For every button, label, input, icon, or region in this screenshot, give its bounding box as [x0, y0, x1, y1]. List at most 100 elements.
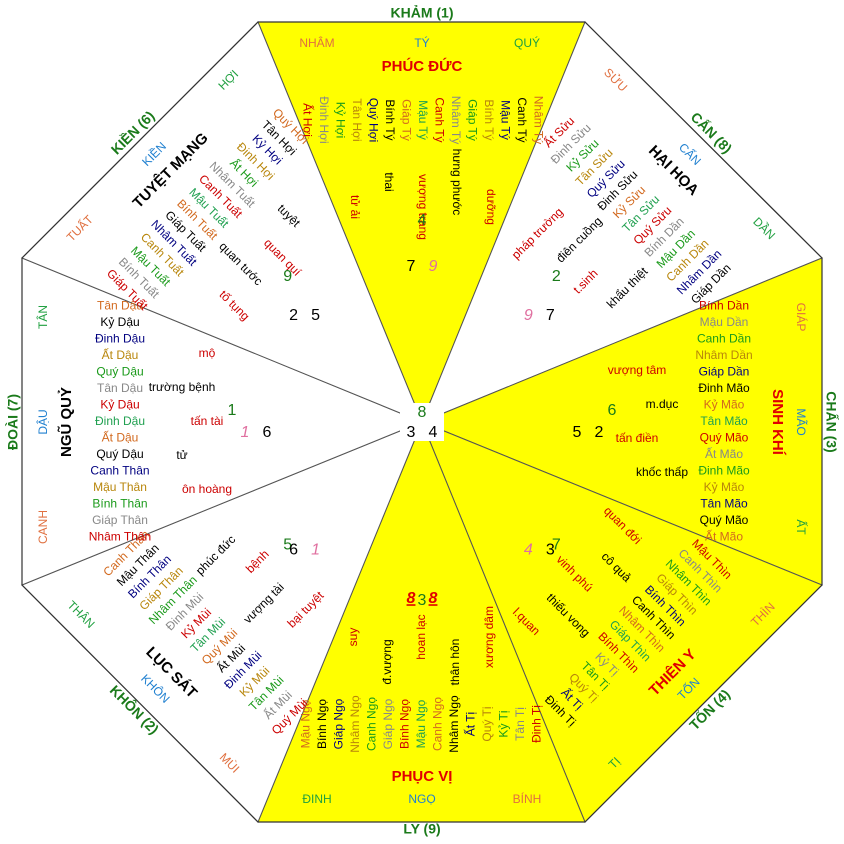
ganzhi: Bính Ngọ — [398, 699, 412, 749]
stage-word: vượng trang — [416, 174, 430, 240]
ganzhi: Nhâm Tý — [531, 96, 545, 144]
ganzhi: Canh Ngọ — [431, 697, 445, 751]
stage-word: m.dục — [646, 397, 679, 411]
octagon-outline — [21, 21, 823, 823]
ganzhi: Kỷ Dậu — [100, 315, 139, 329]
mountain-label: TÝ — [414, 35, 429, 50]
ganzhi: Quý Mão — [700, 513, 749, 527]
flying-star-number: 7 — [407, 258, 416, 275]
direction-label: CHẤN (3) — [823, 391, 839, 452]
flying-star-number: 6 — [289, 542, 298, 559]
ganzhi: Ất Hợi — [300, 103, 315, 137]
ganzhi: Kỷ Mão — [704, 398, 745, 412]
ganzhi: Nhâm Dần — [695, 348, 752, 362]
flying-star-number: 2 — [595, 424, 604, 441]
mountain-label: NHÂM — [299, 35, 334, 50]
ganzhi: Đinh Dậu — [95, 332, 145, 346]
ganzhi: Đinh Tị — [530, 705, 544, 743]
mountain-label: BÍNH — [513, 791, 542, 806]
mountain-label: ĐINH — [302, 792, 331, 806]
ganzhi: Kỷ Mão — [704, 480, 745, 494]
flying-star-number: 8 — [407, 590, 416, 607]
stage-word: khốc thấp — [636, 465, 688, 479]
flying-star-number: 3 — [546, 542, 555, 559]
ganzhi: Mậu Thân — [93, 480, 147, 494]
center-box — [400, 403, 444, 441]
ganzhi: Ất Tị — [463, 712, 478, 736]
flying-star-number: 2 — [289, 307, 298, 324]
flying-star-number: 4 — [524, 542, 533, 559]
star-name: PHÚC ĐỨC — [382, 57, 463, 75]
center-number: 8 — [418, 404, 427, 421]
ganzhi: Ất Dậu — [102, 347, 139, 362]
ganzhi: Quý Hợi — [366, 98, 380, 143]
center-number: 4 — [429, 424, 438, 441]
ganzhi: Bính Tý — [383, 99, 397, 140]
ganzhi: Tân Tị — [513, 707, 527, 741]
flying-star-number: 9 — [283, 268, 292, 285]
ganzhi: Đinh Hợi — [317, 96, 331, 143]
ganzhi: Quý Mão — [700, 431, 749, 445]
ganzhi: Mậu Tý — [498, 100, 512, 140]
flying-star-number: 9 — [524, 307, 533, 324]
flying-star-number: 6 — [263, 424, 272, 441]
mountain-label: CANH — [36, 510, 50, 544]
mountain-label: MÃO — [794, 408, 808, 435]
star-name: SINH KHÍ — [769, 389, 786, 456]
flying-star-number: 3 — [418, 592, 427, 609]
mountain-label: ẤT — [794, 519, 809, 535]
ganzhi: Ất Dậu — [102, 430, 139, 445]
stage-word: tấn điền — [616, 431, 659, 445]
flying-star-number: 7 — [546, 307, 555, 324]
ganzhi: Kỷ Hợi — [333, 102, 347, 139]
ganzhi: Bính Ngọ — [315, 699, 329, 749]
octagon — [21, 21, 823, 823]
direction-label: LY (9) — [403, 821, 440, 837]
ganzhi: Mậu Ngọ — [299, 699, 313, 748]
ganzhi: Canh Tý — [432, 97, 446, 142]
flying-star-number: 2 — [552, 268, 561, 285]
ganzhi: Kỷ Dậu — [100, 398, 139, 412]
star-name: PHỤC VỊ — [392, 768, 453, 785]
stage-word: suy — [346, 628, 360, 647]
stage-word: tử ải — [348, 195, 362, 219]
ganzhi: Quý Tị — [480, 706, 494, 741]
ganzhi: Canh Tý — [515, 97, 529, 142]
ganzhi: Mậu Tý — [416, 100, 430, 140]
star-name: NGŨ QUỶ — [57, 387, 75, 457]
mountain-label: QUÝ — [514, 35, 540, 50]
ganzhi: Đinh Mão — [698, 381, 750, 395]
stage-word: ôn hoàng — [182, 482, 232, 496]
ganzhi: Tân Mão — [700, 414, 748, 428]
ganzhi: Giáp Tý — [399, 99, 413, 141]
ganzhi: Bính Dần — [699, 299, 749, 313]
flying-star-number: 8 — [429, 590, 438, 607]
flying-star-number: 5 — [573, 424, 582, 441]
stage-word: xương dâm — [482, 606, 496, 668]
flying-star-number: 1 — [311, 542, 320, 559]
flying-star-number: 7 — [552, 537, 561, 554]
ganzhi: Giáp Ngọ — [332, 698, 346, 749]
ganzhi: Giáp Thân — [92, 513, 148, 527]
ganzhi: Tân Dậu — [97, 299, 143, 313]
stage-word: thai — [382, 172, 396, 191]
stage-word: dưỡng — [484, 189, 498, 225]
ganzhi: Ất Mão — [705, 529, 743, 544]
stage-word: vượng tâm — [608, 363, 667, 377]
ganzhi: Tân Mão — [700, 497, 748, 511]
ganzhi: Tân Hợi — [350, 98, 364, 141]
ganzhi: Giáp Ngọ — [381, 698, 395, 749]
stage-word: hoan lạc — [414, 614, 428, 659]
ganzhi: Mậu Ngọ — [414, 699, 428, 748]
ganzhi: Canh Dần — [697, 332, 751, 346]
ganzhi: Nhâm Ngọ — [447, 695, 461, 753]
flying-star-number: 5 — [311, 307, 320, 324]
stage-word: trường bệnh — [149, 380, 216, 394]
ganzhi: Mậu Dần — [700, 315, 749, 329]
stage-word: đ.vượng — [380, 639, 394, 684]
ganzhi: Giáp Dần — [699, 365, 750, 379]
direction-label: ĐOÀI (7) — [5, 394, 21, 450]
ganzhi: Canh Ngọ — [365, 697, 379, 751]
ganzhi: Nhâm Thân — [89, 530, 151, 544]
